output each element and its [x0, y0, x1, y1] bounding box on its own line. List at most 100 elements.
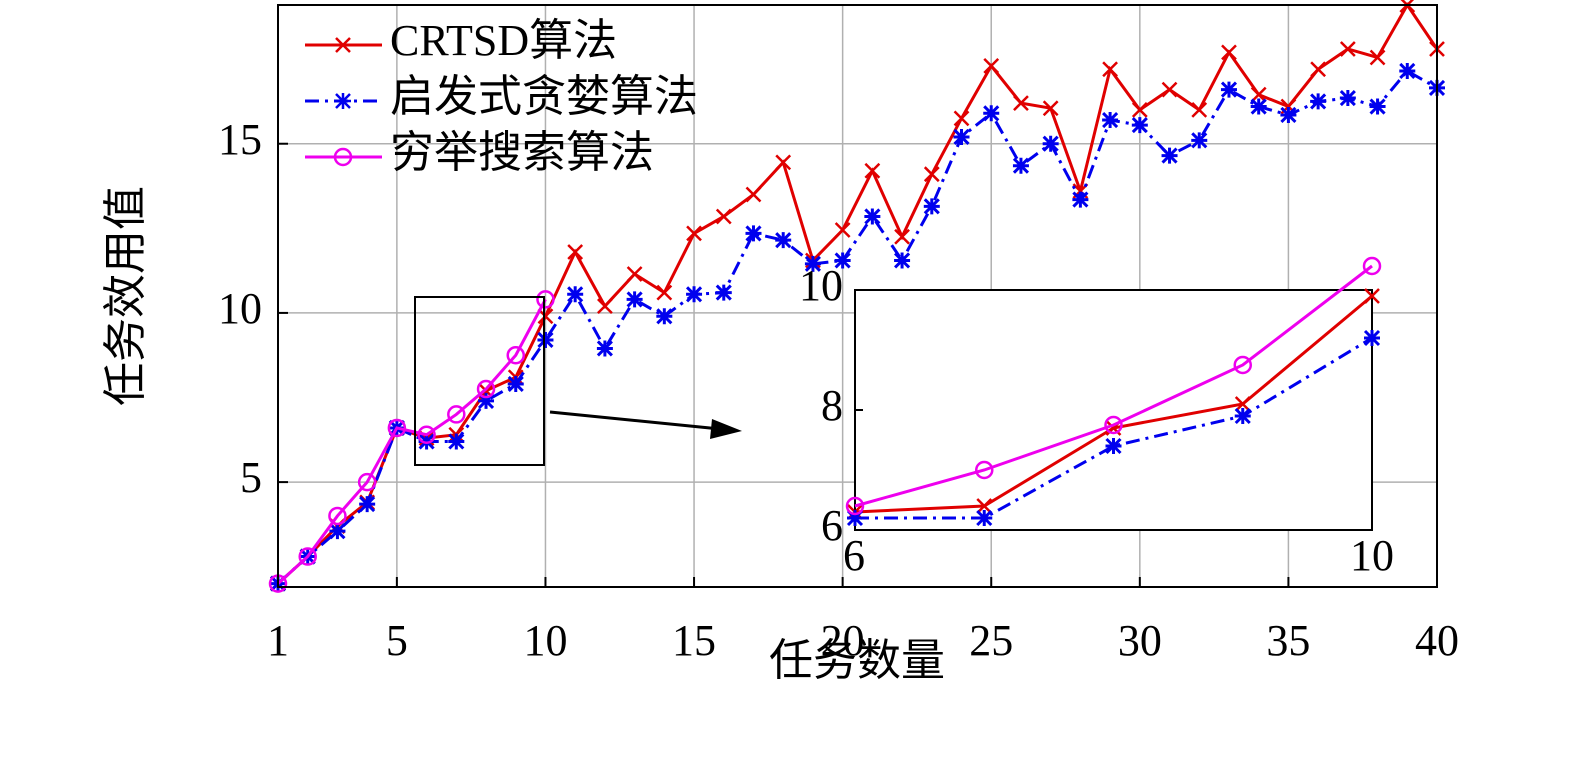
series-line	[276, 298, 547, 585]
marker	[1310, 93, 1327, 110]
marker	[715, 284, 732, 301]
marker	[537, 308, 554, 325]
marker	[1012, 157, 1030, 174]
marker	[656, 308, 673, 325]
marker	[804, 255, 821, 272]
marker	[477, 392, 495, 409]
y-tick-label: 15	[218, 115, 262, 164]
marker	[983, 105, 1000, 122]
marker	[567, 244, 584, 260]
marker	[537, 331, 554, 349]
marker	[1250, 98, 1267, 115]
marker	[1280, 106, 1297, 124]
marker	[1161, 147, 1178, 164]
marker	[894, 228, 910, 245]
series-line	[276, 2, 1439, 585]
marker	[864, 208, 881, 225]
marker	[846, 509, 864, 527]
marker	[775, 154, 792, 171]
series-line	[276, 69, 1438, 585]
inset-y-tick-label: 10	[799, 261, 843, 310]
marker	[1105, 437, 1122, 455]
marker	[626, 291, 643, 308]
marker	[1042, 100, 1059, 117]
marker	[834, 222, 851, 238]
marker	[1399, 62, 1416, 80]
marker	[1161, 81, 1178, 98]
marker	[983, 58, 1000, 74]
marker	[953, 128, 970, 146]
marker	[448, 433, 465, 450]
legend-marker	[335, 37, 351, 53]
y-tick-label: 5	[240, 453, 262, 502]
marker	[1362, 256, 1382, 276]
marker	[1131, 102, 1148, 118]
marker	[417, 425, 436, 444]
plot-frame	[277, 4, 1438, 588]
marker	[387, 418, 407, 438]
legend-label: CRTSD算法	[390, 16, 617, 65]
marker	[1310, 61, 1327, 78]
inset-y-tick-label: 6	[821, 501, 843, 550]
marker	[1234, 407, 1251, 425]
marker	[656, 284, 673, 301]
x-tick-label: 5	[386, 616, 408, 665]
marker	[1339, 89, 1356, 107]
marker	[923, 166, 940, 183]
marker	[953, 110, 970, 127]
marker	[596, 340, 613, 357]
marker	[834, 252, 851, 269]
marker	[685, 286, 703, 303]
marker	[1364, 288, 1380, 304]
marker	[1250, 86, 1267, 103]
marker	[447, 405, 466, 424]
marker	[1363, 329, 1381, 347]
x-tick-label: 15	[672, 616, 716, 665]
marker	[1191, 132, 1208, 149]
zoom-box	[414, 296, 545, 466]
x-tick-label: 25	[969, 616, 1013, 665]
zoom-arrowhead	[710, 419, 742, 439]
legend-marker	[335, 93, 351, 109]
x-tick-label: 10	[523, 616, 567, 665]
inset-y-tick-label: 8	[821, 381, 843, 430]
marker	[1234, 396, 1251, 412]
marker	[923, 198, 940, 215]
marker	[1072, 191, 1089, 208]
zoom-arrow	[549, 410, 731, 432]
marker	[845, 496, 865, 516]
series-line	[854, 264, 1373, 508]
marker	[976, 509, 993, 527]
inset-x-tick-label: 10	[1350, 531, 1394, 580]
marker	[686, 225, 702, 242]
x-tick-label: 20	[821, 616, 865, 665]
marker	[1013, 95, 1029, 112]
x-tick-label: 1	[267, 616, 289, 665]
inset-x-tick-label: 6	[843, 531, 865, 580]
marker	[894, 252, 911, 269]
marker	[328, 506, 347, 526]
marker	[975, 460, 994, 480]
marker	[1233, 355, 1252, 375]
marker	[507, 375, 524, 393]
marker	[298, 547, 317, 566]
marker	[976, 498, 993, 514]
x-tick-label: 35	[1266, 616, 1310, 665]
marker	[357, 472, 377, 492]
y-axis-label: 任务效用值	[101, 186, 150, 406]
x-tick-label: 40	[1415, 616, 1459, 665]
marker	[715, 208, 732, 225]
legend-label: 穷举搜索算法	[390, 128, 654, 177]
x-axis-label: 任务数量	[769, 636, 945, 685]
marker	[329, 523, 346, 540]
marker	[1102, 61, 1118, 78]
marker	[1220, 81, 1238, 98]
marker	[506, 345, 525, 365]
y-tick-label: 10	[218, 284, 262, 333]
marker	[864, 162, 881, 179]
marker	[476, 379, 496, 399]
marker	[626, 266, 643, 282]
marker	[597, 298, 613, 315]
marker	[567, 286, 584, 303]
